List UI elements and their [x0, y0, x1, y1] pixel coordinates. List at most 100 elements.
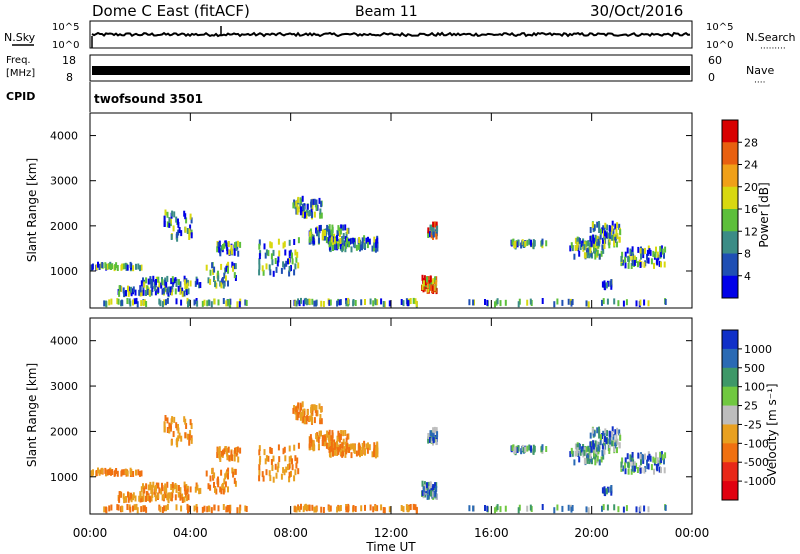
- echo-cell: [585, 506, 588, 513]
- echo-cell: [630, 263, 633, 269]
- echo-cell: [288, 456, 291, 463]
- echo-cell: [222, 244, 224, 250]
- echo-cell: [117, 504, 120, 511]
- echo-cell: [611, 431, 614, 437]
- echo-cell: [288, 445, 291, 452]
- echo-cell: [346, 443, 348, 450]
- velocity-frame: [89, 317, 693, 515]
- echo-cell: [172, 225, 175, 232]
- echo-cell: [435, 233, 438, 240]
- echo-cell: [262, 475, 265, 482]
- echo-cell: [343, 446, 346, 453]
- echo-cell: [151, 491, 154, 498]
- echo-cell: [264, 458, 267, 465]
- echo-cell: [238, 301, 241, 308]
- echo-cell: [234, 468, 237, 475]
- echo-cell: [597, 444, 600, 451]
- echo-cell: [639, 248, 642, 255]
- range-tick-label: 3000: [50, 175, 78, 188]
- echo-cell: [329, 505, 332, 512]
- echo-cell: [296, 251, 299, 258]
- echo-cell: [228, 299, 231, 305]
- echo-cell: [154, 495, 157, 502]
- echo-cell: [426, 276, 428, 283]
- echo-cell: [189, 213, 192, 220]
- echo-cell: [299, 408, 302, 415]
- echo-cell: [282, 467, 285, 474]
- echo-cell: [305, 212, 308, 219]
- echo-cell: [129, 300, 132, 307]
- echo-cell: [308, 504, 311, 511]
- echo-cell: [297, 504, 300, 511]
- echo-cell: [517, 239, 520, 246]
- echo-cell: [614, 236, 617, 243]
- echo-cell: [290, 265, 292, 272]
- echo-cell: [177, 229, 180, 236]
- echo-cell: [517, 507, 520, 514]
- echo-cell: [336, 450, 339, 456]
- echo-cell: [302, 416, 305, 423]
- echo-cell: [151, 286, 154, 292]
- echo-cell: [328, 224, 331, 231]
- echo-cell: [319, 418, 322, 425]
- echo-cell: [234, 263, 237, 270]
- echo-cell: [573, 459, 576, 466]
- range-tick-label: 4000: [50, 335, 78, 348]
- echo-cell: [217, 447, 220, 454]
- echo-cell: [603, 489, 606, 496]
- echo-cell: [639, 505, 642, 512]
- echo-cell: [189, 486, 192, 493]
- echo-cell: [174, 483, 177, 489]
- echo-cell: [276, 260, 279, 267]
- echo-cell: [311, 235, 314, 242]
- echo-cell: [315, 204, 318, 211]
- echo-cell: [295, 256, 298, 263]
- echo-cell: [324, 438, 327, 445]
- echo-cell: [130, 286, 132, 293]
- echo-cell: [601, 299, 603, 306]
- echo-cell: [172, 431, 175, 437]
- echo-cell: [349, 238, 352, 245]
- echo-cell: [613, 504, 616, 511]
- echo-cell: [143, 487, 146, 494]
- echo-cell: [590, 240, 593, 247]
- echo-cell: [168, 286, 171, 293]
- echo-cell: [265, 249, 268, 256]
- colorbar-tick-label: 12: [744, 225, 758, 238]
- echo-cell: [219, 250, 222, 257]
- echo-cell: [518, 504, 521, 511]
- echo-cell: [143, 299, 146, 306]
- echo-cell: [205, 470, 208, 477]
- echo-cell: [270, 253, 273, 260]
- echo-cell: [602, 504, 605, 511]
- echo-cell: [650, 258, 653, 265]
- echo-cell: [589, 441, 592, 448]
- echo-cell: [317, 437, 320, 444]
- echo-cell: [177, 279, 180, 286]
- echo-cell: [168, 427, 171, 434]
- echo-cell: [622, 465, 624, 472]
- echo-cell: [171, 491, 174, 498]
- echo-cell: [429, 224, 432, 231]
- echo-cell: [227, 473, 229, 480]
- echo-cell: [309, 231, 312, 238]
- echo-cell: [360, 299, 363, 306]
- echo-cell: [610, 283, 613, 290]
- echo-cell: [101, 467, 104, 474]
- echo-cell: [339, 443, 342, 450]
- echo-cell: [123, 291, 126, 298]
- echo-cell: [295, 414, 298, 421]
- echo-cell: [166, 275, 169, 282]
- colorbar-cell: [722, 275, 738, 299]
- echo-cell: [310, 414, 313, 421]
- echo-cell: [434, 482, 437, 489]
- echo-cell: [468, 505, 471, 512]
- echo-cell: [663, 458, 665, 465]
- echo-cell: [606, 504, 609, 511]
- echo-cell: [486, 505, 489, 512]
- echo-cell: [429, 284, 432, 291]
- colorbar-tick-label: -100: [744, 437, 769, 450]
- echo-cell: [306, 415, 309, 422]
- echo-cell: [211, 468, 214, 475]
- echo-cell: [598, 459, 601, 466]
